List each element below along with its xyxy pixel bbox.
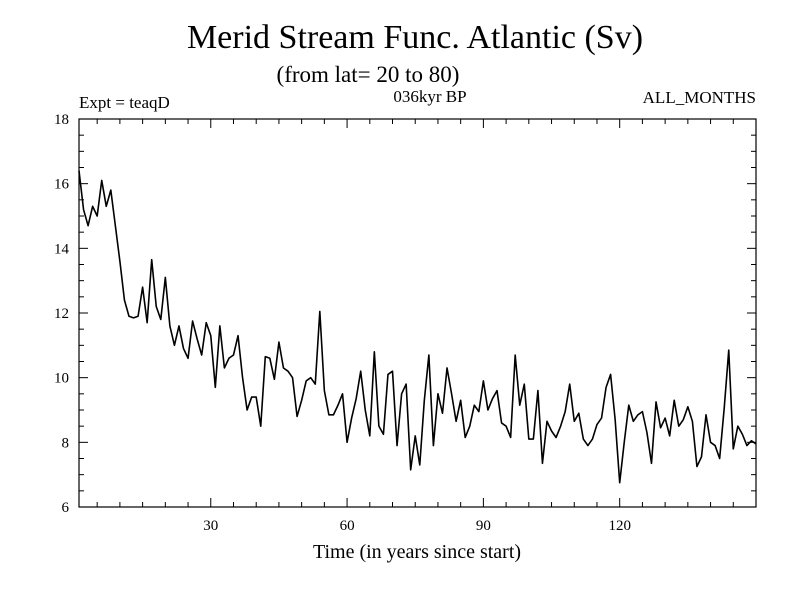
x-tick-label: 90 [476,518,491,534]
series-layer [78,170,757,484]
chart-title: Merid Stream Func. Atlantic (Sv) [187,19,643,56]
x-tick-label: 120 [608,518,631,534]
chart-subtitle: (from lat= 20 to 80) [277,62,460,87]
series-line [78,170,757,484]
y-tick-label: 8 [62,435,70,451]
y-tick-label: 12 [54,306,69,322]
plot-frame [78,118,757,508]
experiment-label: Expt = teaqD [79,93,170,112]
period-label: 036kyr BP [393,87,466,106]
y-tick-label: 14 [54,241,70,257]
axes: 6 8 10 12 14 16 18 30 60 90 120 [54,112,756,534]
x-axis-label: Time (in years since start) [313,541,521,563]
x-tick-label: 60 [340,518,355,534]
y-tick-label: 16 [54,177,70,193]
x-tick-label: 30 [203,518,218,534]
months-label: ALL_MONTHS [643,88,756,107]
y-tick-label: 10 [54,371,69,387]
y-tick-label: 18 [54,112,69,128]
y-tick-label: 6 [62,500,70,516]
